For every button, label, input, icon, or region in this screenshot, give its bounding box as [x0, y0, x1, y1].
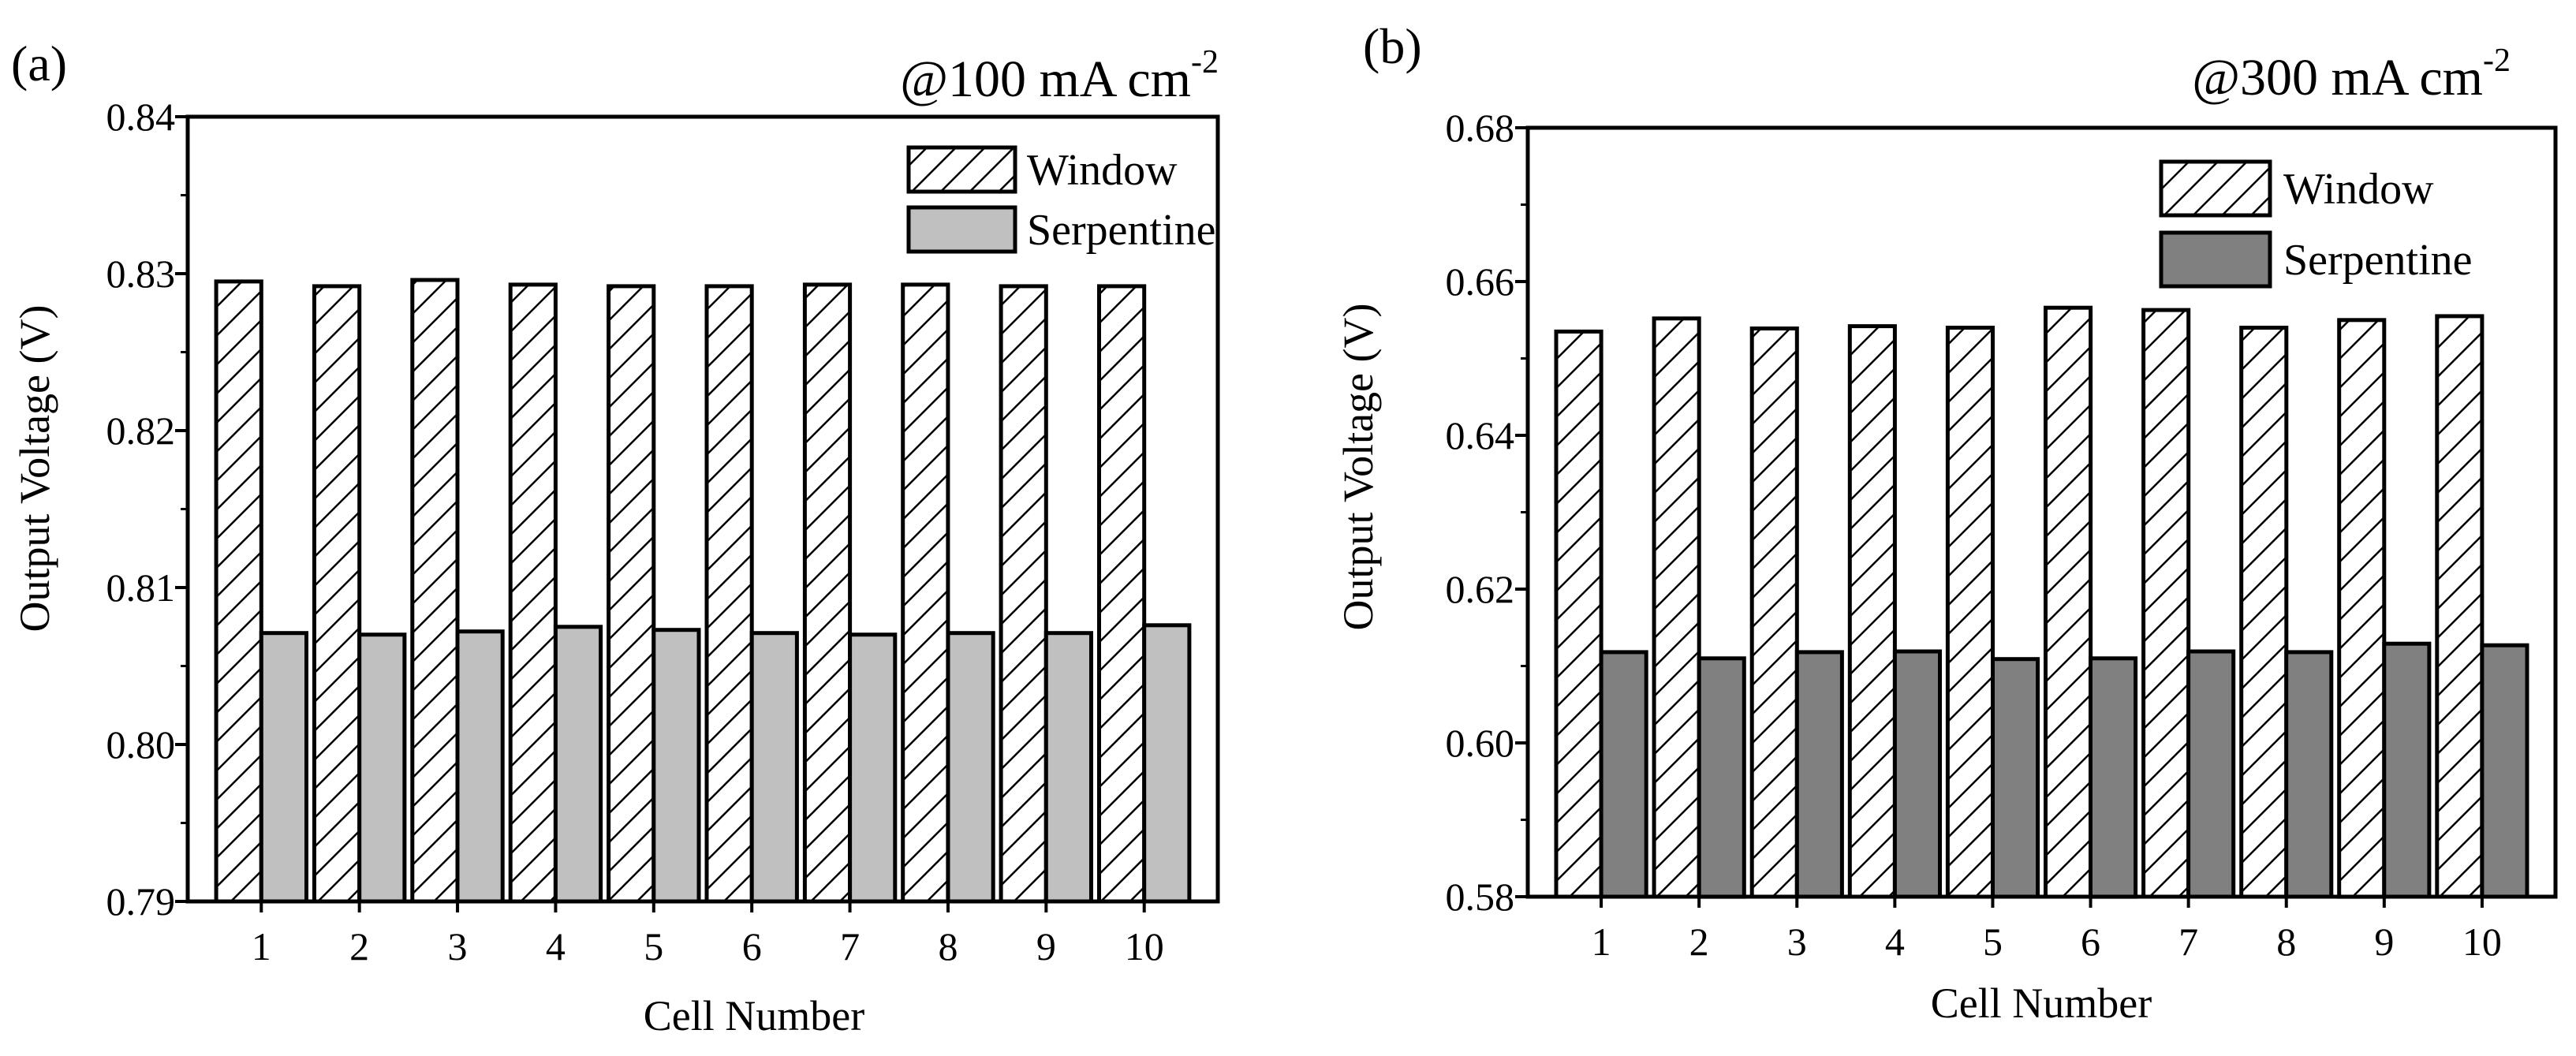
legend-swatch-window	[2159, 159, 2272, 218]
x-tick-label: 5	[1983, 920, 2003, 964]
x-tick-label: 1	[252, 924, 271, 968]
bar-window-6	[704, 284, 754, 904]
bar-serpentine-3	[1794, 650, 1844, 899]
x-tick-label: 7	[2178, 920, 2198, 964]
bar-window-1	[1554, 329, 1603, 899]
bar-window-2	[1652, 316, 1701, 899]
bar-window-5	[607, 284, 656, 904]
y-axis-title-a: Output Voltage (V)	[11, 305, 58, 632]
bar-window-2	[312, 284, 362, 904]
y-tick-label: 0.84	[106, 95, 176, 139]
x-tick-label: 4	[546, 924, 566, 968]
y-tick-label: 0.62	[1446, 567, 1515, 611]
x-tick-label: 2	[349, 924, 369, 968]
x-tick-label: 8	[938, 924, 958, 968]
panel-label-b: (b)	[1363, 18, 1422, 74]
bar-serpentine-10	[1142, 623, 1192, 904]
x-tick-label: 5	[644, 924, 663, 968]
legend-swatch-serpentine	[2159, 230, 2272, 289]
bar-window-1	[214, 279, 263, 904]
bar-window-8	[901, 282, 950, 904]
bar-serpentine-4	[1892, 649, 1942, 899]
bar-window-4	[1847, 324, 1897, 899]
legend-swatch-window	[906, 145, 1017, 194]
bar-window-3	[410, 278, 460, 904]
bar-serpentine-1	[1599, 650, 1648, 899]
bar-window-7	[802, 282, 853, 904]
x-axis-title-a: Cell Number	[644, 992, 864, 1039]
legend-label-serpentine: Serpentine	[1027, 206, 1215, 255]
x-tick-label: 4	[1885, 920, 1905, 964]
chart-panel-a: (a) @100 mA cm-2 Output Voltage (V) Cell…	[11, 35, 1220, 1039]
legend-label-window: Window	[1027, 146, 1178, 195]
panel-label-a: (a)	[11, 35, 67, 91]
y-tick-label: 0.68	[1446, 106, 1515, 150]
bar-serpentine-5	[1991, 657, 2040, 899]
bar-serpentine-2	[1697, 656, 1746, 899]
x-tick-label: 3	[448, 924, 468, 968]
y-tick-label: 0.82	[106, 409, 176, 453]
y-axis-title-b: Output Voltage (V)	[1335, 304, 1382, 631]
y-tick-label: 0.60	[1446, 721, 1515, 765]
bar-serpentine-1	[259, 631, 308, 904]
x-tick-label: 6	[742, 924, 762, 968]
bar-window-9	[2337, 318, 2387, 899]
bar-serpentine-7	[848, 632, 898, 904]
x-tick-label: 7	[840, 924, 860, 968]
bar-window-8	[2239, 326, 2289, 899]
bar-window-10	[1097, 284, 1147, 904]
bar-serpentine-9	[1043, 631, 1094, 904]
x-tick-label: 10	[2462, 920, 2502, 964]
bar-window-5	[1945, 326, 1995, 899]
x-tick-label: 6	[2081, 920, 2100, 964]
bar-serpentine-9	[2382, 641, 2432, 899]
x-tick-label: 9	[1036, 924, 1056, 968]
bar-serpentine-10	[2480, 643, 2529, 899]
bar-serpentine-6	[2089, 656, 2138, 899]
x-tick-label: 3	[1787, 920, 1807, 964]
bar-serpentine-5	[651, 628, 701, 904]
y-tick-label: 0.80	[106, 722, 176, 767]
bar-window-10	[2435, 314, 2485, 899]
x-tick-label: 9	[2374, 920, 2394, 964]
bar-window-3	[1749, 327, 1799, 899]
y-tick-label: 0.58	[1446, 875, 1515, 919]
x-tick-label: 10	[1125, 924, 1164, 968]
legend-label-serpentine: Serpentine	[2283, 236, 2472, 285]
y-tick-label: 0.79	[106, 879, 176, 924]
chart-panel-b: (b) @300 mA cm-2 Output Voltage (V) Cell…	[1335, 18, 2558, 1027]
current-density-annotation-a: @100 mA cm-2	[900, 44, 1219, 108]
bar-serpentine-8	[2284, 650, 2334, 899]
x-tick-label: 2	[1689, 920, 1709, 964]
bar-window-9	[999, 284, 1048, 904]
x-tick-label: 1	[1592, 920, 1611, 964]
legend-label-window: Window	[2283, 165, 2434, 214]
bar-serpentine-8	[946, 631, 995, 904]
y-tick-label: 0.81	[106, 565, 176, 610]
bar-serpentine-6	[749, 631, 799, 904]
current-density-annotation-b: @300 mA cm-2	[2192, 43, 2511, 106]
bar-window-7	[2141, 308, 2191, 899]
legend-swatch-serpentine	[906, 205, 1017, 254]
bar-serpentine-4	[553, 625, 603, 904]
bar-serpentine-3	[455, 629, 505, 904]
x-axis-title-b: Cell Number	[1931, 980, 2152, 1027]
bar-window-4	[508, 282, 558, 904]
y-tick-label: 0.66	[1446, 259, 1515, 304]
y-tick-label: 0.83	[106, 252, 176, 296]
bar-serpentine-2	[357, 632, 407, 904]
bar-window-6	[2044, 305, 2093, 899]
bar-serpentine-7	[2186, 649, 2236, 899]
y-tick-label: 0.64	[1446, 413, 1515, 457]
x-tick-label: 8	[2276, 920, 2296, 964]
